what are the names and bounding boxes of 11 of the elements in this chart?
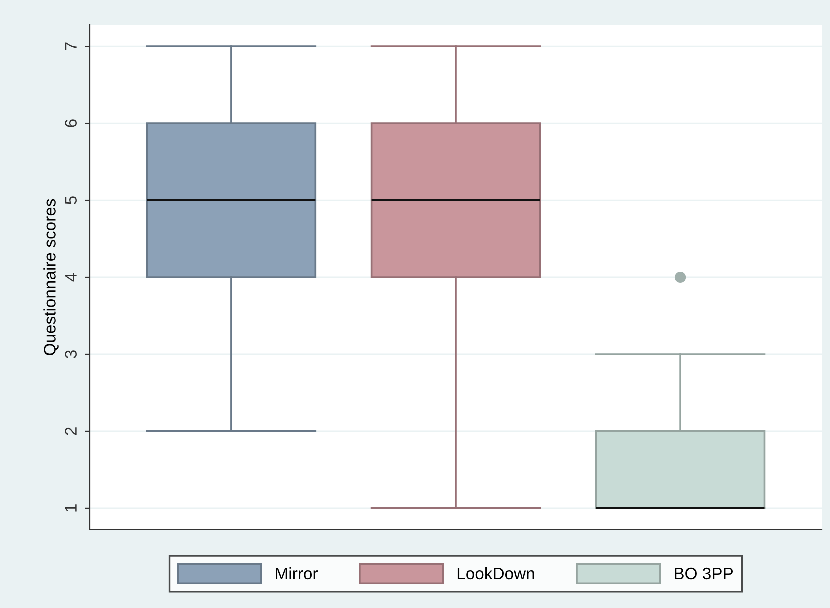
text: LookDown (458, 567, 534, 580)
y-tick-label: 3 (65, 350, 77, 358)
y-tick-label: 7 (65, 42, 77, 50)
y-tick-label: 4 (65, 273, 77, 282)
y-tick-label: 6 (65, 120, 77, 128)
y-tick-label: 2 (65, 428, 77, 436)
text: Mirror (276, 567, 318, 580)
y-tick-label: 5 (65, 196, 77, 204)
y-axis-title: Questionnaire scores (44, 199, 59, 356)
text: BO 3PP (675, 568, 734, 580)
y-tick-label: 1 (65, 504, 77, 512)
